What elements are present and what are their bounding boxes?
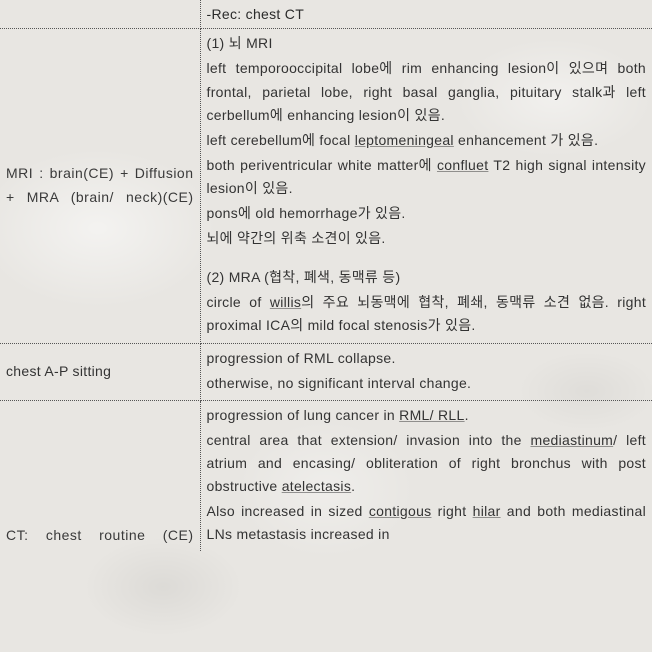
ct-finding-3: Also increased in sized contigous right …: [207, 500, 647, 546]
row1-content-cell: (1) 뇌 MRI left temporooccipital lobe에 ri…: [200, 29, 652, 343]
row3-content-cell: progression of lung cancer in RML/ RLL. …: [200, 400, 652, 551]
ct-chest-label: CT: chest routine (CE): [6, 524, 194, 548]
mra-finding-2a: circle of willis의 주요 뇌동맥에 협착, 폐쇄, 동맥류 소견…: [207, 291, 647, 337]
row0-content-cell: -Rec: chest CT: [200, 0, 652, 29]
row3-label-cell: CT: chest routine (CE): [0, 400, 200, 551]
row2-content-cell: progression of RML collapse. otherwise, …: [200, 343, 652, 400]
mri-brain-label: MRI : brain(CE) + Diffusion + MRA (brain…: [6, 162, 194, 210]
chest-ap-finding-1: progression of RML collapse.: [207, 347, 647, 370]
mri-finding-1b: left cerebellum에 focal leptomeningeal en…: [207, 129, 647, 152]
rec-text: -Rec: chest CT: [207, 3, 647, 25]
table-row: -Rec: chest CT: [0, 0, 652, 29]
table-row: chest A-P sitting progression of RML col…: [0, 343, 652, 400]
medical-findings-table: -Rec: chest CT MRI : brain(CE) + Diffusi…: [0, 0, 652, 551]
mri-finding-1a: left temporooccipital lobe에 rim enhancin…: [207, 57, 647, 126]
ct-finding-2: central area that extension/ invasion in…: [207, 429, 647, 498]
chest-ap-finding-2: otherwise, no significant interval chang…: [207, 372, 647, 395]
row2-label-cell: chest A-P sitting: [0, 343, 200, 400]
row0-label-cell: [0, 0, 200, 29]
table-row: MRI : brain(CE) + Diffusion + MRA (brain…: [0, 29, 652, 343]
ct-finding-1: progression of lung cancer in RML/ RLL.: [207, 404, 647, 427]
table-row: CT: chest routine (CE) progression of lu…: [0, 400, 652, 551]
mri-finding-1c: both periventricular white matter에 confl…: [207, 154, 647, 200]
mri-section1-title: (1) 뇌 MRI: [207, 32, 647, 55]
chest-ap-label: chest A-P sitting: [6, 360, 194, 383]
row1-label-cell: MRI : brain(CE) + Diffusion + MRA (brain…: [0, 29, 200, 343]
mri-finding-1e: 뇌에 약간의 위축 소견이 있음.: [207, 227, 647, 250]
mri-finding-1d: pons에 old hemorrhage가 있음.: [207, 202, 647, 225]
mra-section2-title: (2) MRA (협착, 폐색, 동맥류 등): [207, 266, 647, 289]
